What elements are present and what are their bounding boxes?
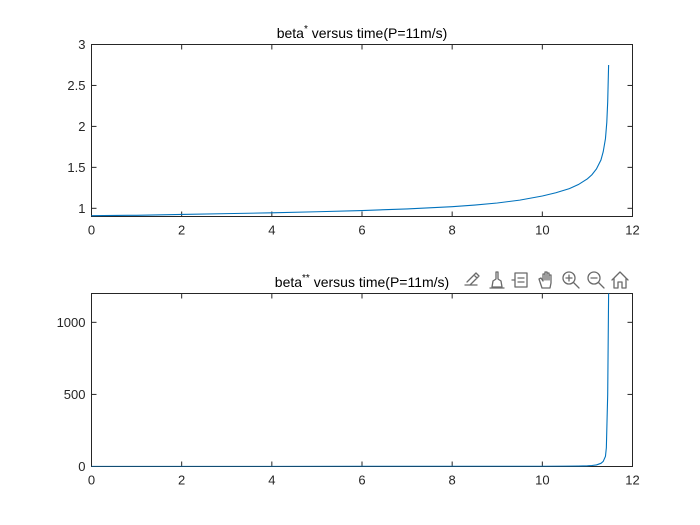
axes-2-title-sup: ** [302, 273, 310, 284]
data-tips-icon[interactable] [511, 270, 531, 290]
zoom-in-icon[interactable] [561, 270, 581, 290]
axes-2-ticks: 0 2 4 6 8 10 12 0 500 1000 [57, 293, 640, 488]
axes-1-title-prefix: beta [277, 25, 304, 41]
axes-1-ytick-label: 2 [78, 119, 85, 134]
axes-2-plot-area [91, 293, 610, 467]
axes-2-series-line [91, 293, 610, 467]
axes-1-xtick-label: 2 [178, 223, 185, 238]
axes-1-xtick-label: 8 [449, 223, 456, 238]
axes-toolbar [458, 267, 636, 293]
axes-1-ytick-label: 1 [78, 201, 85, 216]
axes-2-xtick-label: 12 [625, 473, 639, 488]
axes-1-xtick-label: 6 [358, 223, 365, 238]
axes-1-plot-area [91, 64, 610, 217]
axes-2-box [91, 293, 633, 467]
axes-2-ytick-label: 0 [78, 459, 85, 474]
axes-2-xtick-label: 2 [178, 473, 185, 488]
axes-1-ytick-label: 2.5 [67, 78, 85, 93]
axes-1-ytick-label: 3 [78, 37, 85, 52]
axes-2: beta** versus time(P=11m/s) 0 2 4 6 8 10 12 0 50… [57, 273, 640, 488]
axes-1-title-suffix: versus time(P=11m/s) [308, 25, 447, 41]
axes-2-title: beta** versus time(P=11m/s) [275, 273, 449, 290]
brush-icon[interactable] [487, 270, 507, 290]
axes-1-series-line [91, 64, 610, 217]
axes-1-xtick-label: 10 [535, 223, 549, 238]
home-icon[interactable] [610, 270, 630, 290]
pan-icon[interactable] [536, 270, 556, 290]
export-icon[interactable] [462, 270, 482, 290]
axes-2-title-prefix: beta [275, 274, 302, 290]
axes-2-title-suffix: versus time(P=11m/s) [310, 274, 449, 290]
axes-1-box [91, 44, 633, 217]
axes-2-ytick-label: 1000 [57, 315, 86, 330]
axes-1-ytick-label: 1.5 [67, 160, 85, 175]
zoom-out-icon[interactable] [586, 270, 606, 290]
axes-2-xtick-label: 0 [88, 473, 95, 488]
axes-1-xtick-label: 0 [88, 223, 95, 238]
axes-1-title: beta* versus time(P=11m/s) [277, 24, 448, 41]
axes-2-ytick-label: 500 [64, 387, 86, 402]
axes-2-xtick-label: 6 [358, 473, 365, 488]
axes-1-ticks: 0 2 4 6 8 10 12 1 1.5 2 2.5 3 [67, 37, 639, 238]
axes-2-xtick-label: 10 [535, 473, 549, 488]
axes-1-xtick-label: 4 [268, 223, 275, 238]
axes-2-xtick-label: 8 [449, 473, 456, 488]
axes-1-xtick-label: 12 [625, 223, 639, 238]
axes-2-xtick-label: 4 [268, 473, 275, 488]
axes-1: beta* versus time(P=11m/s) 0 2 4 6 8 10 12 1 1.5… [67, 24, 639, 238]
axes-1-title-sup: * [304, 24, 308, 35]
